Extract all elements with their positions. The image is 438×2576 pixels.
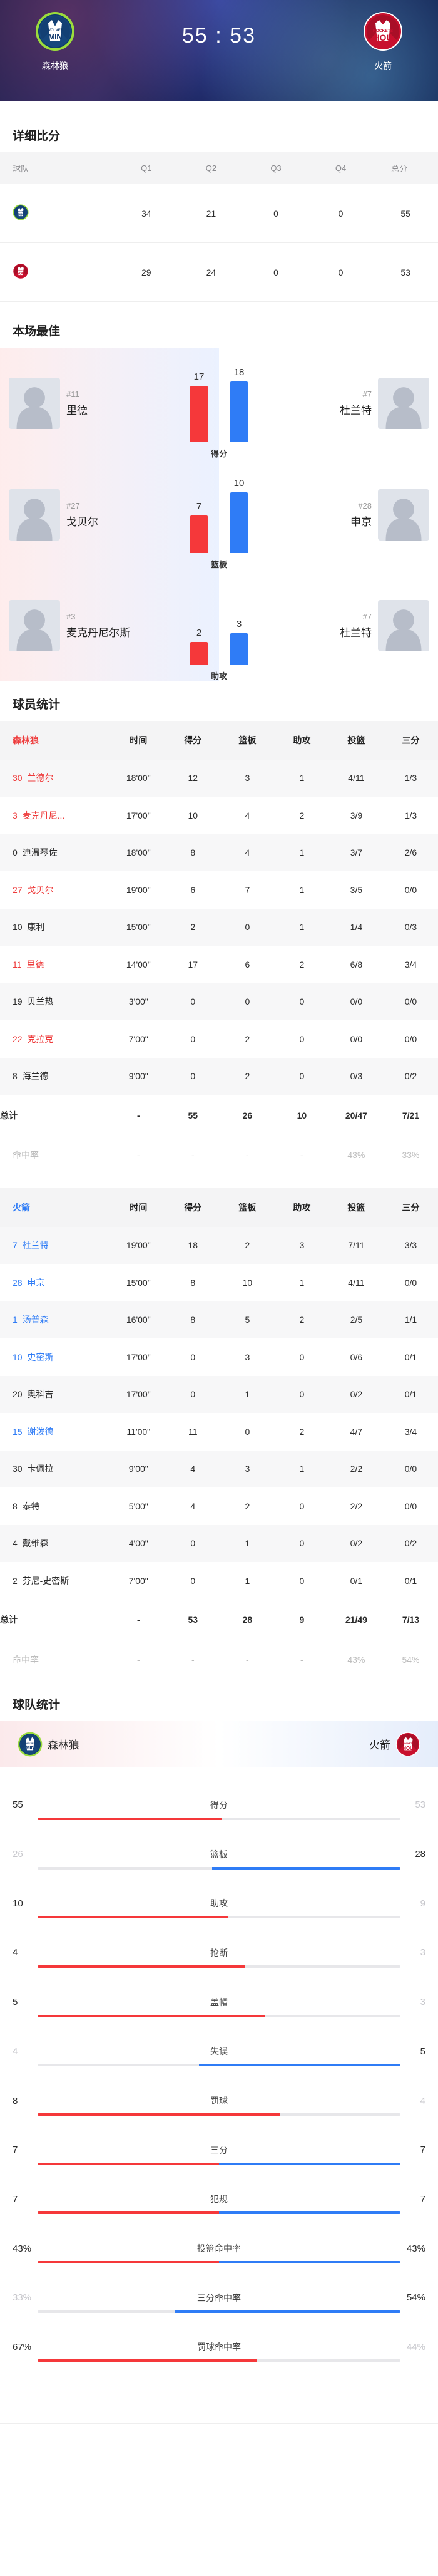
svg-text:HOU: HOU	[373, 33, 392, 43]
